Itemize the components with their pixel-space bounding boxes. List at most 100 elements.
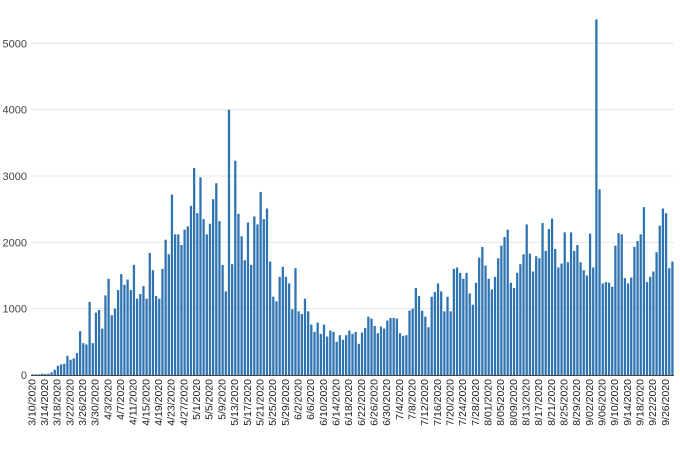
bar	[424, 316, 427, 375]
bar	[139, 294, 142, 375]
bars	[31, 19, 674, 375]
bar	[509, 282, 513, 375]
bar	[506, 229, 509, 375]
bar	[459, 272, 462, 375]
x-tick-label: 7/20/2020	[444, 379, 456, 426]
bar	[512, 288, 516, 375]
bar	[351, 333, 354, 375]
x-tick-label: 4/3/2020	[102, 379, 114, 420]
bar	[240, 236, 243, 375]
x-tick-label: 4/27/2020	[178, 379, 190, 426]
bar	[652, 271, 655, 375]
bar	[386, 320, 389, 375]
bar	[142, 286, 145, 375]
x-tick-label: 5/5/2020	[204, 379, 216, 420]
bar	[234, 160, 237, 375]
bar	[563, 232, 566, 375]
x-tick-label: 5/1/2020	[191, 379, 203, 420]
bar	[53, 369, 56, 375]
x-tick-label: 6/6/2020	[305, 379, 317, 420]
bar	[383, 328, 386, 375]
bar	[307, 311, 310, 375]
bar	[294, 268, 297, 375]
bar	[78, 331, 82, 375]
bar	[50, 372, 53, 375]
bar	[639, 234, 642, 375]
bar	[658, 225, 661, 375]
bar	[265, 208, 269, 375]
bar	[408, 310, 411, 375]
x-tick-label: 6/2/2020	[292, 379, 304, 420]
bar	[500, 245, 503, 375]
x-tick-label: 5/25/2020	[267, 379, 279, 426]
bar	[221, 264, 224, 375]
bar	[471, 304, 474, 375]
bar	[478, 257, 481, 375]
x-axis-ticks: 3/10/2020 3/14/2020 3/18/2020 3/22/2020 3/26…	[26, 379, 672, 426]
bar	[360, 332, 364, 375]
bar	[34, 374, 37, 375]
bar	[465, 272, 468, 375]
bar	[569, 232, 573, 375]
bar	[595, 19, 598, 375]
bar	[256, 224, 259, 375]
bar	[135, 298, 139, 375]
bar	[313, 331, 316, 375]
bar	[332, 331, 335, 375]
x-tick-label: 5/13/2020	[229, 379, 241, 426]
bar	[538, 258, 541, 375]
y-tick-label: 0	[21, 370, 27, 382]
bar	[367, 316, 370, 375]
bar	[623, 278, 627, 375]
bar	[183, 229, 186, 375]
x-tick-label: 3/10/2020	[26, 379, 38, 426]
bar	[129, 290, 132, 375]
bar	[373, 325, 376, 375]
bar	[281, 266, 284, 375]
bar	[319, 333, 322, 375]
bar	[455, 267, 459, 375]
bar	[395, 318, 398, 375]
x-tick-label: 3/26/2020	[77, 379, 89, 426]
bar	[82, 343, 85, 375]
bar	[497, 258, 500, 375]
x-tick-label: 3/22/2020	[64, 379, 76, 426]
bar	[588, 233, 592, 375]
bar	[101, 328, 104, 375]
bar	[107, 278, 110, 375]
x-tick-label: 7/24/2020	[457, 379, 469, 426]
bar	[645, 282, 649, 375]
bar	[97, 309, 101, 375]
x-tick-label: 3/18/2020	[52, 379, 64, 426]
bar	[243, 260, 246, 375]
bar	[227, 109, 231, 375]
bar	[322, 324, 326, 375]
bar	[170, 194, 174, 375]
bar	[91, 343, 94, 375]
bar	[316, 322, 319, 375]
bar	[192, 168, 196, 375]
y-tick-label: 5000	[3, 38, 27, 50]
bar	[487, 278, 490, 375]
bar	[275, 301, 278, 375]
y-axis-ticks: 0 1000 2000 3000 4000 5000	[3, 38, 27, 382]
bar	[126, 279, 129, 375]
bar	[341, 339, 345, 375]
bar	[449, 311, 452, 375]
bar	[370, 318, 373, 375]
x-tick-label: 8/13/2020	[520, 379, 532, 426]
bar	[490, 289, 494, 375]
bar	[354, 331, 357, 375]
x-tick-label: 8/29/2020	[571, 379, 583, 426]
x-tick-label: 8/09/2020	[508, 379, 520, 426]
bar	[421, 310, 424, 375]
x-tick-label: 6/18/2020	[343, 379, 355, 426]
bar	[547, 229, 551, 375]
bar	[379, 326, 383, 375]
bar	[177, 234, 180, 375]
bar	[326, 336, 329, 375]
bar	[411, 308, 414, 375]
bar	[186, 226, 189, 375]
bar	[405, 335, 408, 375]
bar	[576, 244, 579, 375]
